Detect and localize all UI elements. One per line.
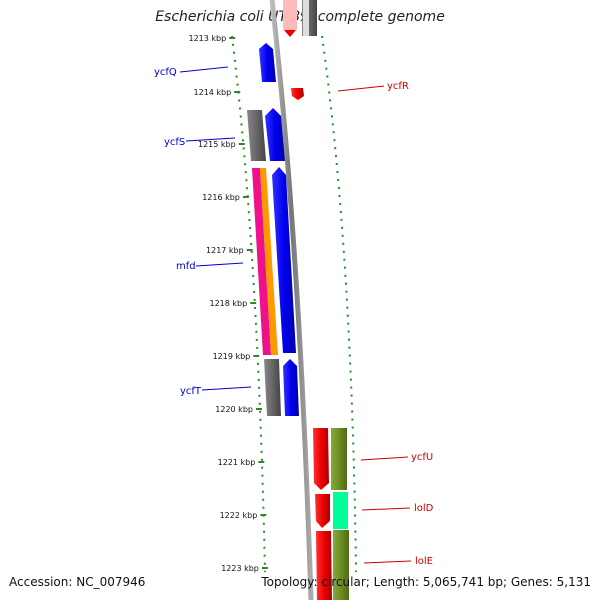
scale-tick-label: 1222 kbp bbox=[220, 511, 258, 520]
gene-ycfS-grey[interactable] bbox=[247, 110, 266, 161]
label-lolD[interactable]: lolD bbox=[414, 503, 434, 514]
scale-tick-label: 1218 kbp bbox=[209, 299, 247, 308]
olive-band-lolE bbox=[333, 530, 349, 600]
gene-ycfS-a[interactable] bbox=[265, 108, 285, 161]
scale-tick-label: 1215 kbp bbox=[198, 140, 236, 149]
scale-tick-label: 1220 kbp bbox=[215, 405, 253, 414]
mfd-pink-band bbox=[252, 168, 271, 355]
label-lolE[interactable]: lolE bbox=[415, 556, 433, 567]
right-tick-track bbox=[321, 35, 357, 573]
leader-ycfS bbox=[185, 137, 236, 142]
gene-ycfQ[interactable] bbox=[259, 43, 276, 82]
gene-ycfT[interactable] bbox=[283, 359, 299, 416]
scale-tick-label: 1214 kbp bbox=[194, 88, 232, 97]
genome-title: Escherichia coli UTI89, complete genome bbox=[155, 9, 445, 25]
label-ycfT[interactable]: ycfT bbox=[180, 386, 202, 397]
leader-lolD bbox=[361, 507, 411, 511]
aqua-band-lolD bbox=[333, 492, 348, 529]
label-ycfS[interactable]: ycfS bbox=[164, 137, 185, 148]
scale-tick-label: 1221 kbp bbox=[218, 458, 256, 467]
scale-tick-label: 1223 kbp bbox=[221, 564, 259, 573]
scale-tick-label: 1217 kbp bbox=[206, 246, 244, 255]
scale-tick-label: 1213 kbp bbox=[188, 34, 226, 43]
leader-ycfQ bbox=[179, 66, 229, 73]
accession-text: Accession: NC_007946 bbox=[9, 575, 146, 589]
gene-ycfT-grey[interactable] bbox=[264, 359, 281, 416]
leader-ycfR bbox=[337, 85, 385, 92]
gene-lolE[interactable] bbox=[316, 531, 332, 600]
partial-red-gene-arrow bbox=[284, 30, 296, 37]
genome-backbone bbox=[269, 0, 314, 600]
label-ycfU[interactable]: ycfU bbox=[411, 452, 433, 463]
topology-text: Topology: circular; Length: 5,065,741 bp… bbox=[261, 575, 591, 589]
partial-red-gene bbox=[283, 0, 297, 30]
scale-tick-label: 1219 kbp bbox=[213, 352, 251, 361]
mfd-orange-band bbox=[260, 168, 278, 355]
olive-band-ycfU bbox=[331, 428, 347, 490]
leader-lolE bbox=[363, 560, 412, 564]
left-tick-track bbox=[231, 35, 266, 573]
label-ycfR[interactable]: ycfR bbox=[387, 81, 409, 92]
scale-tick-label: 1216 kbp bbox=[202, 193, 240, 202]
leader-ycfT bbox=[201, 386, 252, 391]
label-mfd[interactable]: mfd bbox=[176, 261, 196, 272]
gene-ycfR[interactable] bbox=[291, 88, 304, 100]
label-ycfQ[interactable]: ycfQ bbox=[154, 67, 177, 78]
gene-lolD[interactable] bbox=[315, 494, 330, 528]
gene-mfd[interactable] bbox=[272, 167, 296, 353]
partial-grey-gene-highlight bbox=[303, 0, 309, 36]
gene-ycfU[interactable] bbox=[313, 428, 329, 490]
leader-mfd bbox=[195, 262, 244, 267]
leader-ycfU bbox=[360, 456, 409, 461]
